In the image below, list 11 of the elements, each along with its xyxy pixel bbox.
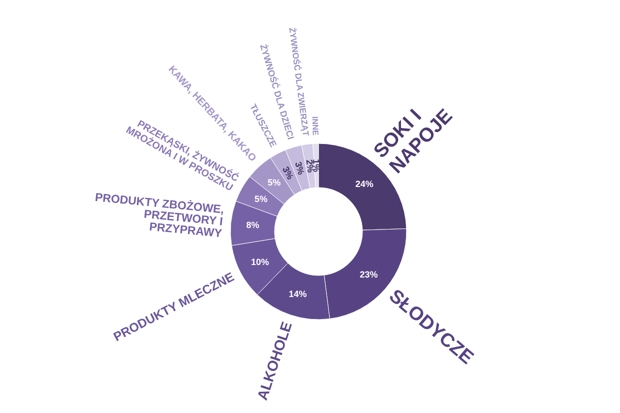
data-label: 8% [246, 220, 260, 230]
data-label: 23% [360, 269, 378, 280]
data-label: 5% [254, 194, 268, 204]
data-label: 3% [293, 160, 306, 176]
slice-label: INNE [310, 116, 320, 136]
slice-label: PRODUKTY ZBOŻOWE, PRZETWORY I PRZYPRAWY [94, 190, 225, 240]
data-label: 5% [268, 178, 281, 188]
data-label: 3% [280, 164, 296, 182]
data-label: 24% [355, 179, 374, 190]
data-label: 10% [250, 257, 269, 268]
data-label: 14% [288, 289, 307, 300]
